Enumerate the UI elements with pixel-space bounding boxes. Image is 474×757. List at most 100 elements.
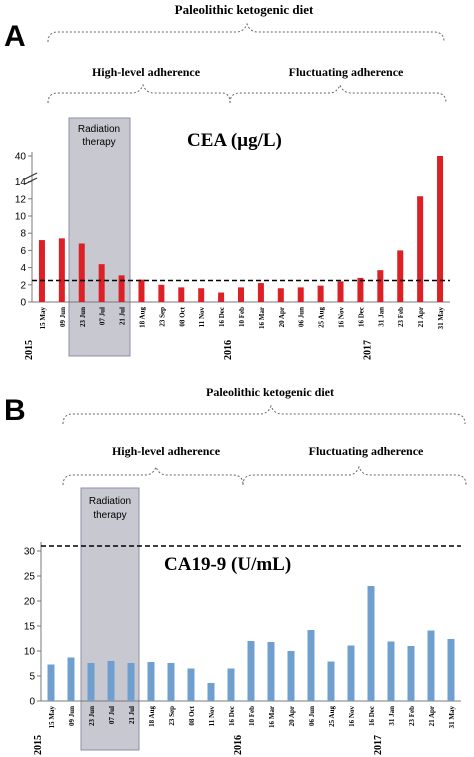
panel-b-fluctuating-adherence-label: Fluctuating adherence bbox=[309, 444, 424, 458]
ca199-x-tick-label: 16 Dec bbox=[228, 706, 236, 726]
panel-b-fluctuating-adherence-brace bbox=[242, 465, 467, 486]
ca199-bar bbox=[287, 651, 295, 701]
panel-b-radiation-box bbox=[80, 487, 140, 751]
cea-bar bbox=[337, 281, 344, 302]
panel-a-fluctuating-adherence-brace bbox=[229, 83, 447, 104]
ca199-x-tick-label: 25 Aug bbox=[328, 706, 336, 727]
cea-x-tick-label: 31 Jan bbox=[377, 307, 385, 327]
cea-bar bbox=[78, 243, 85, 302]
cea-y-tick-label: 0 bbox=[20, 298, 26, 309]
ca199-y-tick-label: 10 bbox=[24, 647, 36, 658]
cea-year-label: 2015 bbox=[24, 340, 35, 360]
ca199-x-tick-label: 21 Apr bbox=[428, 706, 436, 726]
panel-a-label: A bbox=[4, 20, 26, 53]
panel-a-high-adherence-brace bbox=[47, 83, 231, 104]
ca199-y-tick-label: 15 bbox=[24, 622, 36, 633]
cea-bar bbox=[158, 284, 165, 302]
cea-bar bbox=[38, 240, 45, 302]
cea-x-tick-label: 20 Apr bbox=[278, 307, 286, 327]
ca199-x-tick-label: 08 Oct bbox=[188, 705, 196, 725]
cea-x-tick-label: 15 May bbox=[39, 307, 47, 330]
ca199-x-tick-label: 20 Apr bbox=[288, 706, 296, 726]
ca199-y-tick-label: 0 bbox=[29, 697, 35, 708]
ca199-y-tick-label: 25 bbox=[24, 572, 36, 583]
cea-y-tick-label: 2 bbox=[20, 280, 26, 291]
cea-y-tick-label: 4 bbox=[20, 263, 26, 274]
panel-b-diet-brace bbox=[62, 404, 466, 425]
cea-bar bbox=[218, 292, 225, 302]
ca199-x-tick-label: 09 Jun bbox=[68, 706, 76, 726]
cea-x-tick-label: 23 Feb bbox=[397, 307, 405, 327]
panel-a-radiation-label-2: therapy bbox=[82, 137, 115, 148]
cea-bar bbox=[257, 283, 264, 302]
ca199-bar bbox=[187, 668, 195, 701]
cea-x-tick-label: 07 Jul bbox=[99, 307, 107, 325]
ca199-bar bbox=[147, 662, 155, 701]
cea-bar bbox=[277, 288, 284, 302]
cea-x-tick-label: 08 Oct bbox=[178, 306, 186, 326]
ca199-year-label: 2017 bbox=[373, 735, 384, 755]
cea-x-tick-label: 09 Jun bbox=[59, 307, 67, 327]
ca199-bar bbox=[87, 663, 95, 701]
ca199-y-tick-label: 30 bbox=[24, 547, 36, 558]
ca199-x-tick-label: 23 Sep bbox=[168, 706, 176, 726]
ca199-x-tick-label: 07 Jul bbox=[108, 706, 116, 724]
cea-year-label: 2017 bbox=[362, 340, 373, 360]
cea-bar bbox=[138, 279, 145, 302]
ca199-bar bbox=[67, 657, 75, 701]
cea-x-tick-label: 16 Mar bbox=[258, 307, 266, 329]
cea-axis-break bbox=[24, 172, 38, 185]
ca199-y-tick-label: 20 bbox=[24, 597, 36, 608]
ca199-bar bbox=[387, 641, 395, 701]
cea-bar bbox=[118, 275, 125, 302]
panel-b-radiation-label-1: Radiation bbox=[89, 496, 131, 507]
chart-a: 0 2 4 6 8 10 12 14 40 15 May 09 Jun 23 Jun 07 Jul 21 … bbox=[15, 152, 450, 360]
panel-a-radiation-box bbox=[68, 117, 131, 357]
cea-bar bbox=[198, 288, 205, 302]
cea-x-tick-label: 16 Dec bbox=[218, 307, 226, 327]
ca199-bar bbox=[207, 683, 215, 701]
cea-bar bbox=[98, 264, 105, 302]
ca199-bar bbox=[227, 668, 235, 701]
cea-bar bbox=[377, 270, 384, 302]
ca199-x-tick-label: 10 Feb bbox=[248, 706, 256, 726]
panel-a-high-adherence-label: High-level adherence bbox=[92, 65, 201, 79]
cea-x-tick-label: 25 Aug bbox=[318, 307, 326, 328]
cea-x-tick-label: 23 Sep bbox=[158, 307, 166, 327]
ca199-x-tick-label: 16 Dec bbox=[368, 706, 376, 726]
panel-b: B Paleolithic ketogenic diet High-level … bbox=[4, 385, 467, 755]
ca199-bar bbox=[407, 646, 415, 701]
cea-bar bbox=[417, 196, 424, 302]
ca199-bar bbox=[427, 630, 435, 701]
ca199-x-tick-label: 23 Feb bbox=[408, 706, 416, 726]
cea-y-tick-label: 12 bbox=[15, 194, 27, 205]
cea-x-tick-label: 16 Dec bbox=[357, 307, 365, 327]
cea-y-tick-label: 6 bbox=[20, 246, 26, 257]
cea-x-tick-label: 23 Jun bbox=[79, 307, 87, 327]
cea-bar bbox=[437, 156, 444, 302]
cea-x-tick-label: 16 Nov bbox=[338, 307, 346, 328]
ca199-bar bbox=[307, 630, 315, 701]
ca199-bar bbox=[127, 663, 135, 701]
panel-a-chart-title: CEA (µg/L) bbox=[187, 130, 282, 151]
ca199-x-tick-label: 06 Jun bbox=[308, 706, 316, 726]
panel-a: A Paleolithic ketogenic diet High-level … bbox=[4, 2, 450, 360]
chart-b: 0 5 10 15 20 25 30 15 May 09 Jun 23 Jun 07 Jul 21 J… bbox=[24, 542, 461, 755]
ca199-bar bbox=[107, 661, 115, 701]
ca199-x-tick-label: 11 Nov bbox=[208, 706, 216, 727]
panel-b-diet-label: Paleolithic ketogenic diet bbox=[206, 385, 334, 399]
cea-bar bbox=[317, 285, 324, 302]
cea-x-tick-label: 21 Apr bbox=[417, 307, 425, 327]
ca199-y-tick-label: 5 bbox=[29, 672, 35, 683]
cea-y-tick-label: 40 bbox=[15, 152, 27, 163]
ca199-bar bbox=[47, 664, 55, 701]
cea-x-tick-label: 10 Feb bbox=[238, 307, 246, 327]
ca199-bar bbox=[267, 642, 275, 701]
ca199-x-tick-label: 15 May bbox=[48, 706, 56, 729]
cea-x-tick-label: 11 Nov bbox=[198, 307, 206, 328]
ca199-bar bbox=[247, 641, 255, 701]
cea-bar bbox=[58, 238, 65, 302]
ca199-x-tick-label: 23 Jun bbox=[88, 706, 96, 726]
panel-a-diet-label: Paleolithic ketogenic diet bbox=[175, 2, 314, 17]
ca199-x-tick-label: 18 Aug bbox=[148, 706, 156, 727]
